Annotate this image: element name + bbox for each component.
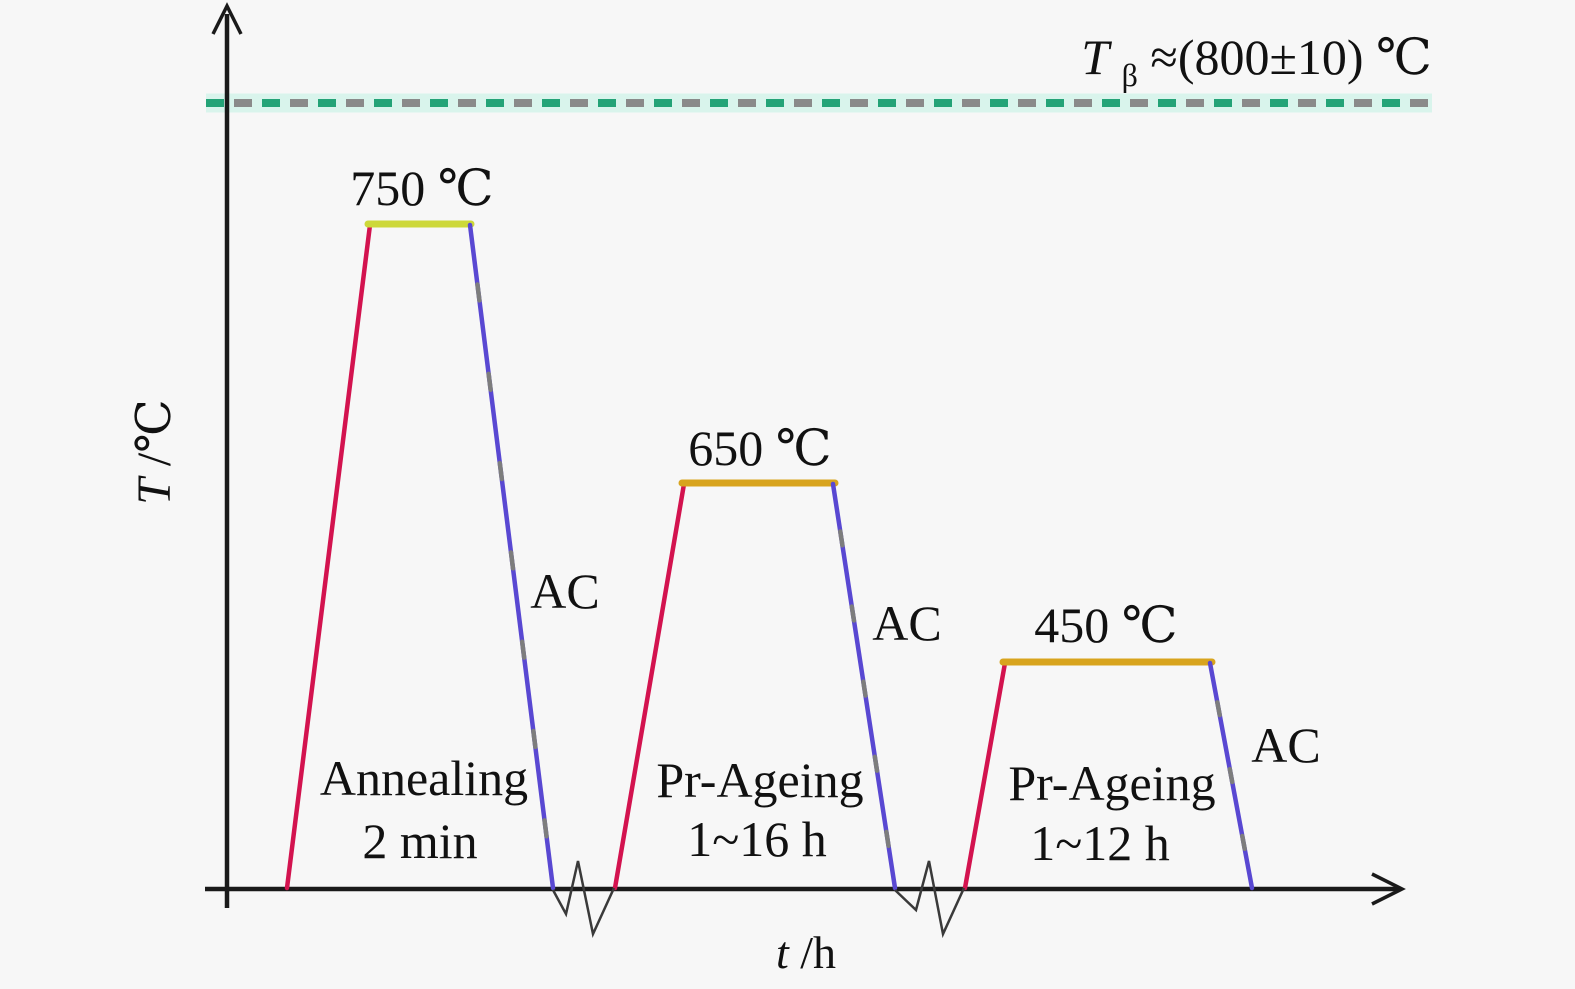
stage-3-duration-label: 1~12 h bbox=[1030, 815, 1170, 871]
beta-transus-label-T: T bbox=[1081, 29, 1112, 85]
axis-break-icon bbox=[551, 860, 616, 939]
stage-1-profile bbox=[284, 220, 556, 891]
stage-2-duration-label: 1~16 h bbox=[687, 811, 827, 867]
stage-2-profile bbox=[612, 479, 898, 891]
stage-3-cooling-label: AC bbox=[1251, 717, 1320, 773]
stage-2-heating-line bbox=[612, 481, 687, 891]
y-axis-label-T: T bbox=[128, 475, 181, 505]
x-axis-label-t: t bbox=[776, 927, 790, 978]
stage-1-cooling-label: AC bbox=[530, 563, 599, 619]
y-axis-label: T /℃ bbox=[128, 399, 181, 505]
axes bbox=[205, 2, 1406, 908]
stage-1-duration-label: 2 min bbox=[362, 813, 477, 869]
stage-3-profile bbox=[962, 658, 1255, 891]
stage-3-cooling-dash-overlay bbox=[1207, 660, 1255, 891]
stage-3-heating-line bbox=[962, 660, 1008, 891]
stage-2-cooling-label: AC bbox=[872, 595, 941, 651]
x-axis-label-unit: /h bbox=[800, 927, 836, 978]
axis-break-marks bbox=[551, 860, 966, 939]
stage-2-cooling-dash-overlay bbox=[830, 481, 898, 891]
stage-1-temperature-label: 750 ℃ bbox=[350, 160, 493, 216]
x-axis-arrow-icon bbox=[1371, 872, 1406, 906]
stage-1-heating-line bbox=[284, 222, 373, 891]
x-axis-label: t /h bbox=[776, 927, 836, 978]
y-axis-arrow-icon bbox=[211, 2, 243, 35]
stage-2-temperature-label: 650 ℃ bbox=[688, 420, 831, 476]
axis-break-icon bbox=[894, 860, 966, 939]
stage-1-cooling-dash-overlay bbox=[467, 222, 556, 891]
stage-3-temperature-label: 450 ℃ bbox=[1034, 597, 1177, 653]
stage-2-process-label: Pr-Ageing bbox=[656, 752, 863, 808]
beta-transus-label-rest: ≈(800±10) ℃ bbox=[1150, 29, 1432, 85]
y-axis-label-unit: /℃ bbox=[128, 399, 181, 466]
beta-transus-label: T β ≈(800±10) ℃ bbox=[1081, 29, 1432, 97]
beta-transus-label-sub: β bbox=[1122, 57, 1138, 93]
stage-3-process-label: Pr-Ageing bbox=[1008, 755, 1215, 811]
stage-1-process-label: Annealing bbox=[320, 750, 528, 806]
